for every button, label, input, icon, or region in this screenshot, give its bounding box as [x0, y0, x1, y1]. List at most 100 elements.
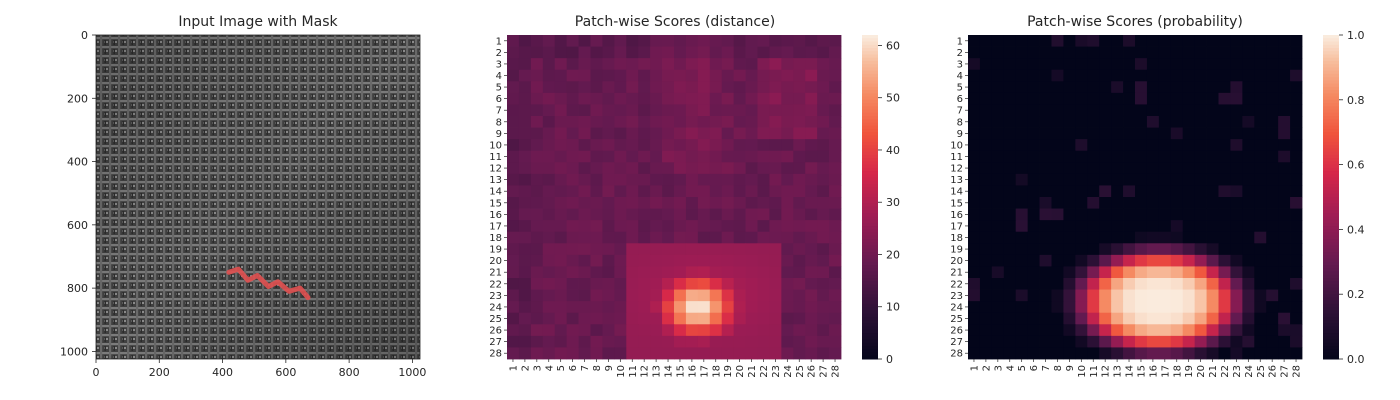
row-tick-label: 19	[950, 245, 963, 256]
heatmap-cell	[709, 220, 723, 233]
heatmap-cell	[793, 35, 806, 47]
colorbar-segment	[1323, 209, 1339, 214]
heatmap-cell	[968, 324, 981, 337]
colorbar-segment	[1323, 57, 1339, 62]
heatmap-cell	[662, 197, 675, 209]
heatmap-cell	[769, 266, 782, 279]
heatmap-cell	[1135, 185, 1148, 198]
heatmap-cell	[674, 173, 687, 186]
heatmap-cell	[602, 220, 615, 233]
heatmap-cell	[1182, 81, 1196, 94]
heatmap-cell	[650, 324, 663, 337]
colorbar-segment	[1323, 235, 1339, 240]
heatmap-cell	[507, 139, 520, 152]
heatmap-cell	[1194, 254, 1207, 267]
colorbar-segment	[1323, 184, 1339, 188]
heatmap-cell	[968, 35, 981, 47]
colorbar-segment	[1323, 44, 1339, 49]
heatmap-cell	[685, 231, 699, 244]
heatmap-cell	[1039, 289, 1052, 302]
colorbar-segment	[1323, 316, 1339, 321]
heatmap-cell	[817, 243, 830, 256]
heatmap-cell	[626, 46, 639, 59]
heatmap-cell	[745, 243, 758, 256]
heatmap-cell	[781, 278, 794, 290]
heatmap-cell	[626, 92, 639, 105]
heatmap-cell	[721, 289, 735, 302]
heatmap-cell	[507, 81, 520, 94]
heatmap-cell	[542, 150, 556, 163]
heatmap-cell	[829, 312, 842, 325]
heatmap-cell	[1242, 104, 1255, 117]
heatmap-cell	[733, 266, 746, 279]
row-tick-label: 26	[950, 326, 963, 337]
heatmap-cell	[1290, 104, 1303, 117]
colorbar-segment	[1323, 268, 1339, 273]
heatmap-cell	[733, 324, 746, 337]
heatmap-cell	[1123, 139, 1136, 152]
colorbar-segment	[862, 239, 878, 243]
heatmap-cell	[805, 278, 818, 290]
heatmap-cell	[1266, 116, 1279, 128]
col-tick-label: 9	[1065, 365, 1076, 371]
heatmap-cell	[1039, 312, 1052, 325]
heatmap-cell	[1278, 92, 1291, 105]
colorbar-segment	[862, 316, 878, 321]
row-tick-label: 18	[489, 233, 502, 244]
heatmap-cell	[721, 347, 735, 360]
heatmap-cell	[650, 335, 663, 348]
heatmap-cell	[769, 231, 782, 244]
colorbar-segment	[862, 128, 878, 133]
distance-heatmap-title: Patch-wise Scores (distance)	[575, 14, 775, 30]
heatmap-cell	[590, 278, 603, 290]
heatmap-cell	[1230, 92, 1243, 105]
heatmap-cell	[1218, 312, 1231, 325]
heatmap-cell	[1123, 92, 1136, 105]
heatmap-cell	[1194, 104, 1207, 117]
heatmap-cell	[1290, 173, 1303, 186]
heatmap-cell	[781, 150, 794, 163]
heatmap-cell	[1063, 116, 1076, 128]
heatmap-cell	[590, 220, 603, 233]
mask-stroke	[226, 266, 311, 301]
heatmap-cell	[1039, 150, 1052, 163]
row-tick-label: 22	[489, 279, 502, 290]
heatmap-cell	[991, 139, 1005, 152]
colorbar-segment	[1323, 252, 1339, 256]
heatmap-cell	[793, 278, 806, 290]
heatmap-cell	[1170, 35, 1184, 47]
heatmap-cell	[602, 150, 615, 163]
heatmap-cell	[1170, 335, 1184, 348]
heatmap-cell	[614, 92, 627, 105]
heatmap-cell	[1015, 92, 1029, 105]
heatmap-cell	[1063, 289, 1076, 302]
heatmap-cell	[968, 254, 981, 267]
heatmap-cell	[1075, 289, 1088, 302]
heatmap-cell	[590, 69, 603, 82]
heatmap-cell	[1266, 243, 1279, 256]
colorbar-segment	[1323, 349, 1339, 354]
heatmap-cell	[1087, 347, 1100, 360]
heatmap-cell	[650, 289, 663, 302]
heatmap-cell	[530, 347, 544, 360]
row-tick-label: 1	[496, 36, 502, 47]
heatmap-cell	[1039, 127, 1052, 140]
heatmap-cell	[638, 254, 651, 267]
heatmap-cell	[626, 69, 639, 82]
colorbar-segment	[1323, 138, 1339, 143]
heatmap-cell	[1182, 208, 1196, 221]
heatmap-cell	[530, 116, 544, 128]
heatmap-cell	[578, 231, 591, 244]
heatmap-cell	[817, 231, 830, 244]
col-tick-label: 17	[1160, 365, 1171, 378]
heatmap-cell	[709, 35, 723, 47]
heatmap-cell	[757, 197, 770, 209]
heatmap-cell	[1230, 139, 1243, 152]
heatmap-cell	[590, 92, 603, 105]
heatmap-cell	[1146, 81, 1160, 94]
heatmap-cell	[507, 231, 520, 244]
heatmap-cell	[745, 69, 758, 82]
heatmap-cell	[1182, 324, 1196, 337]
colorbar-segment	[1323, 47, 1339, 52]
heatmap-cell	[1158, 254, 1172, 267]
